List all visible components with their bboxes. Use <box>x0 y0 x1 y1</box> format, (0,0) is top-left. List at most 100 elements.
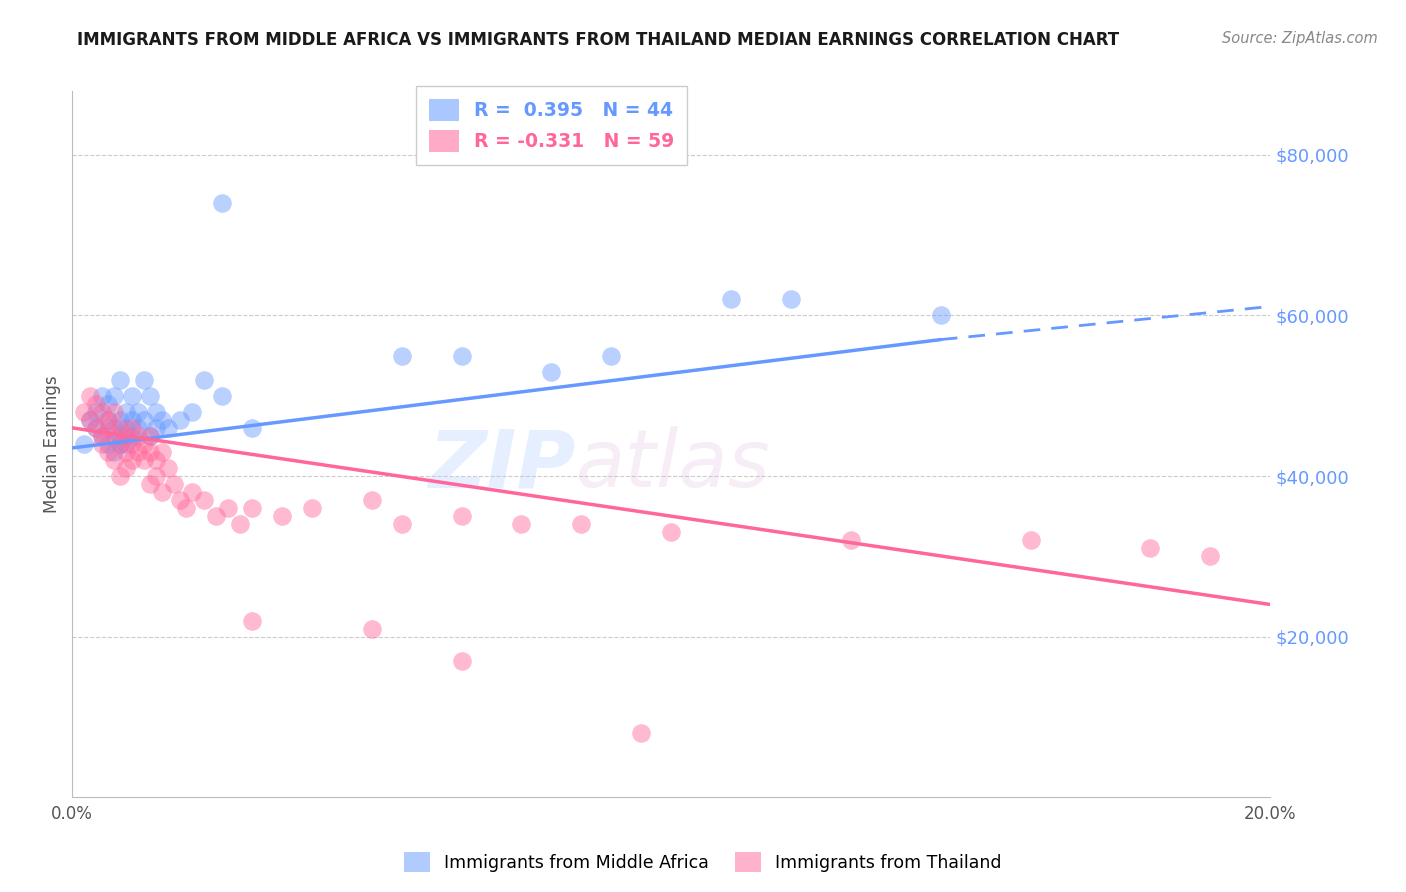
Legend: Immigrants from Middle Africa, Immigrants from Thailand: Immigrants from Middle Africa, Immigrant… <box>398 845 1008 879</box>
Point <box>391 517 413 532</box>
Point <box>157 421 180 435</box>
Point <box>211 389 233 403</box>
Point <box>450 654 472 668</box>
Point <box>103 405 125 419</box>
Point <box>169 413 191 427</box>
Point <box>240 501 263 516</box>
Point <box>139 445 162 459</box>
Point <box>139 429 162 443</box>
Point <box>145 405 167 419</box>
Point <box>150 413 173 427</box>
Point <box>780 293 803 307</box>
Point <box>115 437 138 451</box>
Point <box>108 437 131 451</box>
Text: atlas: atlas <box>575 426 770 504</box>
Point <box>97 413 120 427</box>
Point <box>97 421 120 435</box>
Text: Source: ZipAtlas.com: Source: ZipAtlas.com <box>1222 31 1378 46</box>
Point <box>97 397 120 411</box>
Point <box>145 469 167 483</box>
Point <box>127 429 149 443</box>
Point <box>569 517 592 532</box>
Point <box>115 421 138 435</box>
Point <box>103 445 125 459</box>
Point <box>115 429 138 443</box>
Point <box>132 373 155 387</box>
Point <box>659 525 682 540</box>
Point <box>108 437 131 451</box>
Point <box>450 509 472 524</box>
Point <box>540 365 562 379</box>
Point <box>108 429 131 443</box>
Point <box>127 445 149 459</box>
Point <box>115 405 138 419</box>
Point <box>121 453 143 467</box>
Point <box>169 493 191 508</box>
Point <box>121 429 143 443</box>
Point <box>108 421 131 435</box>
Point <box>174 501 197 516</box>
Point <box>103 421 125 435</box>
Point <box>79 413 101 427</box>
Point <box>163 477 186 491</box>
Point <box>132 453 155 467</box>
Point <box>229 517 252 532</box>
Point <box>600 349 623 363</box>
Point <box>121 437 143 451</box>
Point <box>240 614 263 628</box>
Point <box>217 501 239 516</box>
Point <box>139 477 162 491</box>
Text: ZIP: ZIP <box>427 426 575 504</box>
Point <box>139 389 162 403</box>
Point <box>150 485 173 500</box>
Y-axis label: Median Earnings: Median Earnings <box>44 376 60 513</box>
Point <box>127 421 149 435</box>
Point <box>157 461 180 475</box>
Point <box>1199 549 1222 564</box>
Point <box>84 421 107 435</box>
Point <box>91 389 114 403</box>
Point <box>91 405 114 419</box>
Point <box>270 509 292 524</box>
Point <box>929 309 952 323</box>
Point <box>132 437 155 451</box>
Point <box>103 389 125 403</box>
Point <box>630 726 652 740</box>
Point <box>91 437 114 451</box>
Point <box>79 389 101 403</box>
Point <box>121 421 143 435</box>
Point <box>84 405 107 419</box>
Point <box>720 293 742 307</box>
Point <box>103 429 125 443</box>
Point <box>91 429 114 443</box>
Point <box>193 373 215 387</box>
Point <box>360 493 382 508</box>
Point <box>150 445 173 459</box>
Point <box>1139 541 1161 556</box>
Point <box>450 349 472 363</box>
Point <box>115 461 138 475</box>
Point <box>205 509 228 524</box>
Point <box>360 622 382 636</box>
Point <box>127 405 149 419</box>
Point <box>84 421 107 435</box>
Point <box>301 501 323 516</box>
Point <box>240 421 263 435</box>
Point <box>97 437 120 451</box>
Point <box>211 196 233 211</box>
Point <box>97 445 120 459</box>
Point <box>108 469 131 483</box>
Point <box>73 437 96 451</box>
Point <box>115 445 138 459</box>
Point <box>510 517 533 532</box>
Point <box>145 453 167 467</box>
Point <box>121 389 143 403</box>
Point <box>1019 533 1042 548</box>
Point <box>108 373 131 387</box>
Point <box>97 413 120 427</box>
Legend: R =  0.395   N = 44, R = -0.331   N = 59: R = 0.395 N = 44, R = -0.331 N = 59 <box>416 86 688 165</box>
Point <box>145 421 167 435</box>
Point <box>139 429 162 443</box>
Point <box>108 413 131 427</box>
Point <box>391 349 413 363</box>
